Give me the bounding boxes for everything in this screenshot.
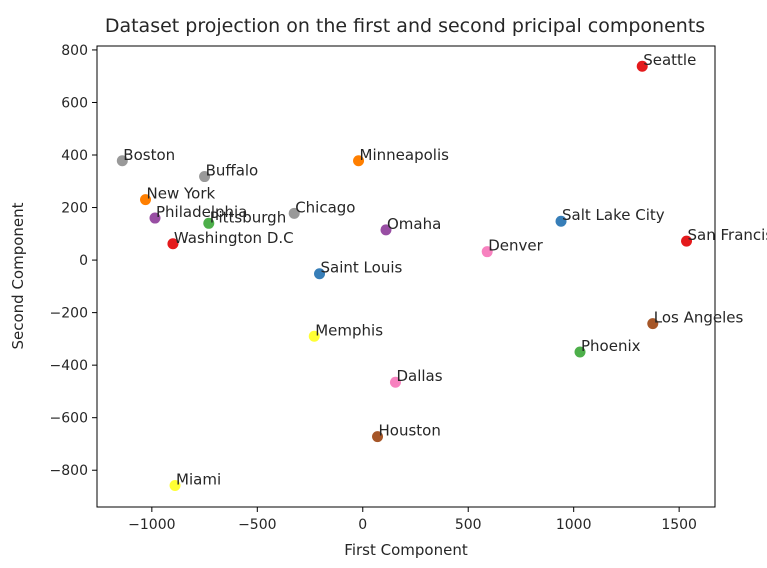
data-point	[372, 431, 384, 443]
y-tick-label: −600	[50, 411, 88, 427]
data-point	[314, 268, 326, 280]
data-point	[574, 346, 586, 358]
data-point-label: Washington D.C	[174, 229, 294, 247]
x-tick-label: 1000	[556, 517, 592, 533]
y-tick-label: −800	[50, 463, 88, 479]
data-point	[481, 246, 493, 258]
data-point	[199, 171, 211, 183]
x-axis: −1000 −500 0 500 1000 1500	[128, 507, 697, 533]
x-tick-label: −1000	[128, 517, 175, 533]
data-point	[353, 155, 365, 167]
point-labels: Seattle Boston Buffalo Minneapolis New York C…	[123, 51, 767, 488]
data-point	[555, 215, 567, 227]
data-point-label: Memphis	[315, 321, 383, 339]
data-point-label: Buffalo	[206, 162, 259, 180]
plot-area	[96, 45, 716, 508]
data-point	[116, 155, 128, 167]
data-point	[203, 217, 215, 229]
y-tick-label: 200	[61, 201, 88, 217]
data-point	[167, 238, 179, 250]
data-point	[636, 60, 648, 72]
y-tick-label: 800	[61, 43, 88, 59]
data-point-label: Houston	[379, 422, 441, 440]
data-point-label: Denver	[488, 237, 543, 255]
y-tick-label: 400	[61, 148, 88, 164]
data-point-label: Philadelphia	[156, 203, 247, 221]
data-point-label: Omaha	[387, 215, 441, 233]
data-point	[169, 479, 181, 491]
data-point-label: San Francisco	[688, 226, 767, 244]
x-tick-label: 1500	[661, 517, 697, 533]
data-point-label: Salt Lake City	[562, 206, 665, 224]
data-point	[140, 194, 152, 206]
data-point	[681, 235, 693, 247]
y-tick-label: −400	[50, 358, 88, 374]
data-point-label: Los Angeles	[654, 309, 744, 327]
data-point-label: New York	[147, 185, 216, 203]
data-point	[380, 224, 392, 236]
data-point-label: Saint Louis	[321, 259, 403, 277]
y-tick-label: 600	[61, 95, 88, 111]
x-tick-label: 500	[455, 517, 482, 533]
chart-title: Dataset projection on the first and seco…	[105, 15, 705, 37]
y-tick-label: −200	[50, 306, 88, 322]
data-point-label: Seattle	[643, 51, 696, 69]
y-axis-label: Second Component	[9, 202, 27, 349]
data-point	[149, 212, 161, 224]
y-tick-label: 0	[79, 253, 88, 269]
data-point-label: Pittsburgh	[210, 208, 286, 226]
data-point-label: Dallas	[396, 367, 442, 385]
data-point-label: Minneapolis	[360, 146, 450, 164]
data-point-label: Phoenix	[581, 337, 641, 355]
data-points	[116, 60, 693, 491]
y-axis: −800 −600 −400 −200 0 200 400 600 800	[50, 43, 97, 479]
data-point	[288, 207, 300, 219]
x-tick-label: 0	[358, 517, 367, 533]
data-point-label: Miami	[176, 470, 221, 488]
x-tick-label: −500	[238, 517, 276, 533]
data-point-label: Boston	[123, 146, 175, 164]
x-axis-label: First Component	[344, 541, 468, 559]
data-point	[647, 318, 659, 330]
data-point	[308, 330, 320, 342]
data-point	[389, 376, 401, 388]
data-point-label: Chicago	[295, 198, 355, 216]
